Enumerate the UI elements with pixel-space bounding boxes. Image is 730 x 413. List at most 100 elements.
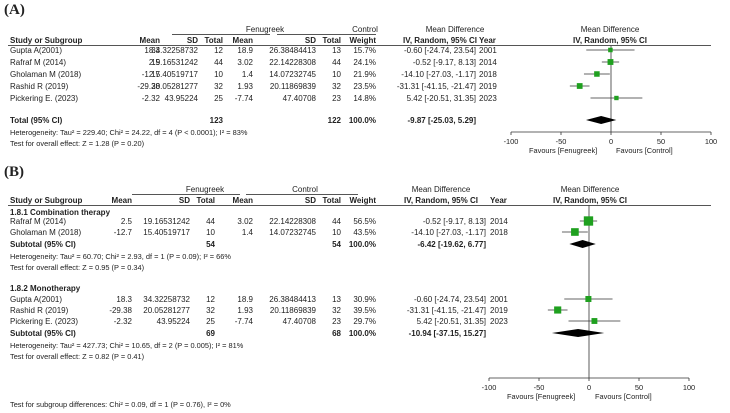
subtotal1-weight: 100.0%	[348, 240, 376, 249]
study-square	[608, 47, 613, 53]
study-row-total1: 25	[206, 317, 215, 326]
study-row-year: 2014	[490, 217, 508, 226]
study-row-year: 2001	[490, 295, 508, 304]
subtotal1-total2: 54	[332, 240, 341, 249]
col-ci: IV, Random, 95% CI	[403, 36, 477, 45]
subgroup-diff: Test for subgroup differences: Chi² = 0.…	[10, 400, 231, 409]
axis-tick-label: -100	[481, 383, 497, 392]
overall-effect-b1: Test for overall effect: Z = 0.95 (P = 0…	[10, 263, 145, 272]
study-row-ci: -14.10 [-27.03, -1.17]	[401, 70, 476, 79]
study-row-mean1: 18.3	[144, 46, 160, 55]
favours-right-a: Favours [Control]	[616, 146, 673, 155]
header-mean-diff-right: Mean Difference	[580, 25, 640, 34]
study-row-weight: 23.5%	[353, 82, 376, 91]
study-row-mean1: -29.38	[137, 82, 160, 91]
study-row-year: 2019	[490, 306, 508, 315]
study-square	[554, 306, 562, 314]
total-total1: 123	[209, 116, 223, 125]
study-square	[591, 318, 598, 324]
study-row-mean1: 2.5	[148, 58, 160, 67]
study-row-sd2: 47.40708	[282, 94, 316, 103]
col-sd1: SD	[186, 36, 198, 45]
heterogeneity-b2: Heterogeneity: Tau² = 427.73; Chi² = 10.…	[10, 341, 244, 350]
study-row-sd1: 20.05281277	[143, 306, 190, 315]
col-ci-b: IV, Random, 95% CI	[404, 196, 478, 205]
study-row-total1: 44	[214, 58, 223, 67]
header-group1: Fenugreek	[245, 25, 285, 34]
subtotal2-weight: 100.0%	[348, 329, 376, 338]
col-sd1-b: SD	[178, 196, 190, 205]
study-row-weight: 15.7%	[353, 46, 376, 55]
col-weight: Weight	[349, 36, 376, 45]
header-group2-b: Control	[292, 185, 318, 194]
heterogeneity-a: Heterogeneity: Tau² = 229.40; Chi² = 24.…	[10, 128, 248, 137]
pooled-diamond	[585, 116, 617, 124]
study-row-ci: 5.42 [-20.51, 31.35]	[406, 94, 476, 103]
heterogeneity-b1: Heterogeneity: Tau² = 60.70; Chi² = 2.93…	[10, 252, 231, 261]
study-square	[614, 95, 619, 101]
study-row-sd2: 20.11869839	[269, 306, 316, 315]
total-weight: 100.0%	[348, 116, 376, 125]
study-row-mean2: 1.4	[241, 228, 253, 237]
study-row-mean2: 1.93	[237, 306, 253, 315]
study-row-mean1: -12.7	[141, 70, 160, 79]
study-row-total1: 12	[206, 295, 215, 304]
study-row-ci: -14.10 [-27.03, -1.17]	[411, 228, 486, 237]
header-group1-b: Fenugreek	[185, 185, 225, 194]
study-row-weight: 39.5%	[353, 306, 376, 315]
study-row-total2: 44	[332, 217, 341, 226]
study-row-sd1: 34.32258732	[151, 46, 198, 55]
study-row-mean2: 18.9	[237, 46, 253, 55]
study-row-ci: -0.52 [-9.17, 8.13]	[422, 217, 486, 226]
col-study-b: Study or Subgroup	[10, 196, 83, 205]
study-row-sd2: 26.38484413	[269, 295, 316, 304]
study-square	[576, 83, 583, 89]
study-row-ci: -31.31 [-41.15, -21.47]	[396, 82, 476, 91]
axis-tick-label: 0	[586, 383, 592, 392]
total-ci: -9.87 [-25.03, 5.29]	[407, 116, 476, 125]
col-ci-right-b: IV, Random, 95% CI	[553, 196, 627, 205]
study-row-sd2: 22.14228308	[269, 217, 316, 226]
study-row-total2: 13	[332, 46, 341, 55]
col-total1: Total	[204, 36, 223, 45]
study-row-total1: 32	[214, 82, 223, 91]
study-row-mean1: -29.38	[109, 306, 132, 315]
study-row-ci: -0.60 [-24.74, 23.54]	[403, 46, 476, 55]
col-mean1-b: Mean	[111, 196, 132, 205]
study-row-mean1: -2.32	[113, 317, 132, 326]
axis-tick-label: -50	[555, 137, 567, 146]
col-mean2: Mean	[232, 36, 253, 45]
study-row-mean2: 1.93	[237, 82, 253, 91]
study-row-total2: 23	[332, 317, 341, 326]
study-row-sd2: 14.07232745	[269, 228, 316, 237]
study-row-total1: 44	[206, 217, 215, 226]
study-row-ci: -0.60 [-24.74, 23.54]	[413, 295, 486, 304]
total-total2: 122	[327, 116, 341, 125]
study-row-study: Rafraf M (2014)	[10, 58, 67, 67]
study-row-total2: 32	[332, 82, 341, 91]
study-row-year: 2023	[479, 94, 497, 103]
study-row-sd1: 43.95224	[156, 317, 190, 326]
study-row-study: Gholaman M (2018)	[10, 70, 82, 79]
overall-effect-a: Test for overall effect: Z = 1.28 (P = 0…	[10, 139, 145, 148]
study-row-study: Rafraf M (2014)	[10, 217, 67, 226]
study-row-study: Rashid R (2019)	[10, 82, 69, 91]
axis-tick-label: 100	[682, 383, 696, 392]
study-row-total2: 10	[332, 70, 341, 79]
study-row-mean2: -7.74	[234, 317, 253, 326]
study-row-mean1: -2.32	[141, 94, 160, 103]
axis-tick-label: 100	[704, 137, 718, 146]
study-row-year: 2014	[479, 58, 497, 67]
study-row-year: 2019	[479, 82, 497, 91]
study-row-study: Rashid R (2019)	[10, 306, 69, 315]
col-sd2-b: SD	[304, 196, 316, 205]
subtotal2-total2: 68	[332, 329, 341, 338]
study-row-year: 2018	[479, 70, 497, 79]
study-row-sd1: 43.95224	[164, 94, 198, 103]
study-row-sd2: 47.40708	[282, 317, 316, 326]
study-row-total2: 32	[332, 306, 341, 315]
study-row-total2: 13	[332, 295, 341, 304]
study-row-mean2: 18.9	[237, 295, 253, 304]
subtotal1-label: Subtotal (95% CI)	[10, 240, 76, 249]
study-row-total2: 23	[332, 94, 341, 103]
